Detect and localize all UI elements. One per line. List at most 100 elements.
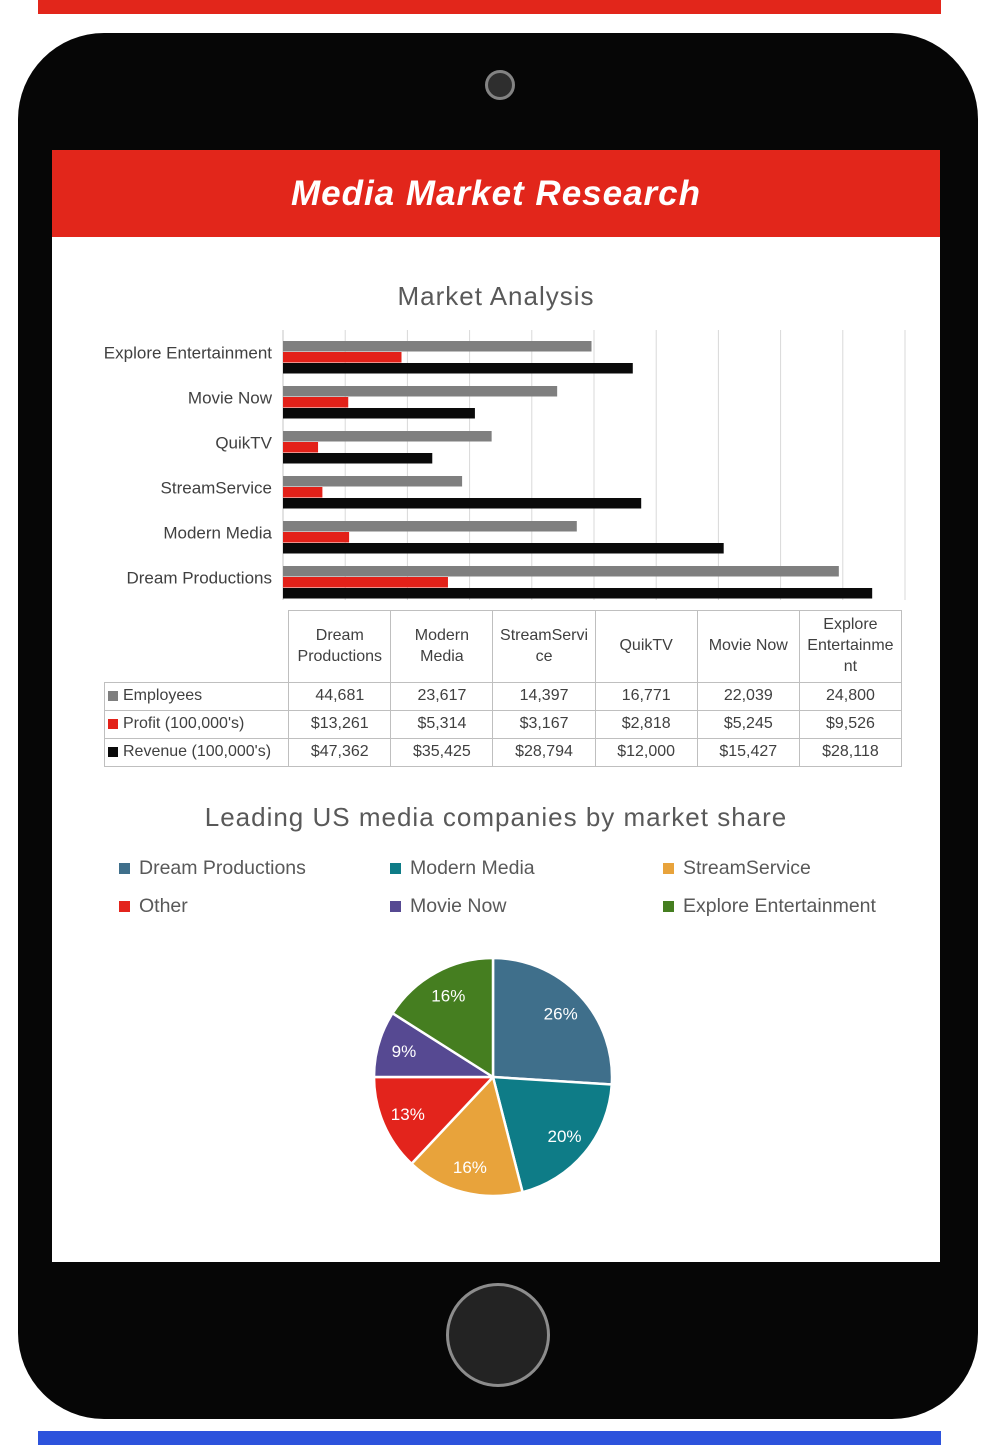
bar-chart: Explore Entertainment Movie Now QuikTV Stre…: [104, 330, 906, 600]
table-cell: $28,118: [798, 738, 903, 767]
legend-marker-icon: [119, 862, 130, 874]
bar-category-label: Movie Now: [188, 389, 273, 408]
bar: [283, 341, 592, 352]
bar: [283, 363, 633, 374]
table-column-header: Movie Now: [696, 610, 800, 683]
legend-marker-icon: [390, 862, 401, 874]
bar: [283, 386, 558, 397]
table-cell: $47,362: [288, 738, 392, 767]
slide-top-accent-strip: [38, 0, 941, 14]
pie-slice: [372, 1075, 495, 1165]
bar-category-label: Explore Entertainment: [104, 344, 272, 363]
bar: [283, 397, 349, 408]
slide-bottom-accent-strip: [38, 1431, 941, 1445]
bar: [283, 453, 433, 464]
series-marker-icon: [108, 747, 118, 758]
pie-data-label: 16%: [431, 987, 465, 1006]
tablet-frame: Media Market Research Market Analysis Ex…: [18, 33, 978, 1419]
bar: [283, 532, 350, 543]
table-corner-cell: [105, 611, 289, 683]
bar: [283, 543, 724, 554]
legend-item: Other: [119, 887, 390, 925]
table-cell: $3,167: [492, 710, 596, 739]
table-cell: 22,039: [696, 682, 800, 711]
pie-data-label: 9%: [392, 1042, 417, 1061]
table-cell: $9,526: [798, 710, 903, 739]
header-banner: Media Market Research: [52, 150, 940, 237]
table-row-header: Revenue (100,000's): [103, 738, 290, 767]
pie-slice: [410, 1075, 524, 1198]
bar: [283, 487, 323, 498]
table-cell: $2,818: [594, 710, 698, 739]
legend-item: StreamService: [663, 849, 929, 887]
pie-slice: [491, 956, 614, 1086]
table-column-header: Explore Entertainment: [798, 610, 903, 683]
table-cell: $15,427: [696, 738, 800, 767]
legend-label: Modern Media: [410, 856, 535, 879]
pie-legend: Dream Productions Modern Media StreamServi…: [119, 849, 929, 925]
legend-label: Dream Productions: [139, 856, 306, 879]
table-cell: $35,425: [390, 738, 494, 767]
bar: [283, 498, 642, 509]
legend-label: Explore Entertainment: [683, 894, 876, 917]
pie-data-label: 20%: [547, 1127, 581, 1146]
table-cell: 44,681: [288, 682, 392, 711]
series-marker-icon: [108, 719, 118, 730]
table-cell: $5,314: [390, 710, 494, 739]
table-cell: 14,397: [492, 682, 596, 711]
pie-data-label: 26%: [544, 1005, 578, 1024]
legend-item: Explore Entertainment: [663, 887, 929, 925]
table-cell: $28,794: [492, 738, 596, 767]
legend-label: Movie Now: [410, 894, 507, 917]
bar-category-label: Modern Media: [163, 524, 272, 543]
tablet-screen: Media Market Research Market Analysis Ex…: [52, 150, 940, 1262]
pie-data-label: 13%: [391, 1105, 425, 1124]
legend-label: StreamService: [683, 856, 811, 879]
legend-marker-icon: [119, 900, 130, 912]
header-title: Media Market Research: [290, 173, 702, 213]
table-row: Profit (100,000's) $13,261 $5,314 $3,167 $2,…: [103, 710, 903, 739]
pie-slice: [391, 956, 495, 1079]
table-row-header: Profit (100,000's): [103, 710, 290, 739]
table-cell: $13,261: [288, 710, 392, 739]
bar: [283, 521, 577, 532]
bar: [283, 588, 873, 599]
front-camera-icon: [485, 70, 515, 100]
table-row: Revenue (100,000's) $47,362 $35,425 $28,794…: [103, 738, 903, 767]
bar: [283, 352, 402, 363]
bar-category-label: Dream Productions: [126, 569, 272, 588]
legend-marker-icon: [390, 900, 401, 912]
series-marker-icon: [108, 691, 118, 702]
data-table: Dream Productions Modern Media StreamServi…: [103, 610, 903, 767]
table-cell: 16,771: [594, 682, 698, 711]
pie-chart: 26% 20% 16% 13% 9% 16%: [372, 956, 614, 1198]
table-cell: 24,800: [798, 682, 903, 711]
legend-marker-icon: [663, 862, 674, 874]
pie-slice: [491, 1075, 614, 1194]
legend-label: Other: [139, 894, 188, 917]
pie-chart-title: Leading US media companies by market sha…: [204, 802, 788, 832]
bar-chart-title: Market Analysis: [397, 281, 595, 311]
legend-item: Movie Now: [390, 887, 663, 925]
bar: [283, 566, 839, 577]
legend-marker-icon: [663, 900, 674, 912]
bar: [283, 431, 492, 442]
table-column-header: QuikTV: [594, 610, 698, 683]
table-row-header: Employees: [103, 682, 290, 711]
pie-data-label: 16%: [453, 1158, 487, 1177]
bar: [283, 408, 475, 419]
home-button: [446, 1283, 550, 1387]
table-column-header: Modern Media: [390, 610, 494, 683]
bar-category-label: QuikTV: [215, 434, 272, 453]
table-column-header: StreamService: [492, 610, 596, 683]
legend-item: Dream Productions: [119, 849, 390, 887]
table-row: Employees 44,681 23,617 14,397 16,771 22,039 2…: [103, 682, 903, 711]
bar: [283, 476, 463, 487]
table-cell: 23,617: [390, 682, 494, 711]
table-cell: $12,000: [594, 738, 698, 767]
table-cell: $5,245: [696, 710, 800, 739]
bar-category-label: StreamService: [161, 479, 272, 498]
legend-item: Modern Media: [390, 849, 663, 887]
table-column-header: Dream Productions: [288, 610, 392, 683]
